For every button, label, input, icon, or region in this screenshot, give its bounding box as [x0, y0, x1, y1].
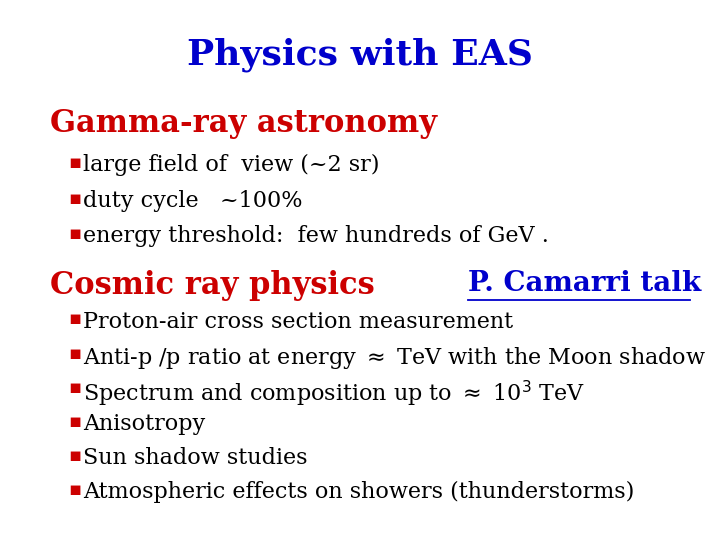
Text: ▪: ▪	[68, 413, 81, 430]
Text: Spectrum and composition up to $\approx$ 10$^3$ TeV: Spectrum and composition up to $\approx$…	[83, 379, 585, 409]
Text: ▪: ▪	[68, 379, 81, 396]
Text: Proton-air cross section measurement: Proton-air cross section measurement	[83, 310, 513, 333]
Text: ▪: ▪	[68, 481, 81, 498]
Text: ▪: ▪	[68, 190, 81, 207]
Text: ▪: ▪	[68, 154, 81, 172]
Text: duty cycle   ~100%: duty cycle ~100%	[83, 190, 302, 212]
Text: Anisotropy: Anisotropy	[83, 413, 205, 435]
Text: Physics with EAS: Physics with EAS	[187, 38, 533, 72]
Text: P. Camarri talk: P. Camarri talk	[468, 270, 701, 297]
Text: ▪: ▪	[68, 447, 81, 464]
Text: ▪: ▪	[68, 225, 81, 243]
Text: ▪: ▪	[68, 345, 81, 362]
Text: ▪: ▪	[68, 310, 81, 328]
Text: Gamma-ray astronomy: Gamma-ray astronomy	[50, 108, 438, 139]
Text: Atmospheric effects on showers (thunderstorms): Atmospheric effects on showers (thunders…	[83, 481, 634, 503]
Text: Sun shadow studies: Sun shadow studies	[83, 447, 307, 469]
Text: Cosmic ray physics: Cosmic ray physics	[50, 270, 375, 301]
Text: energy threshold:  few hundreds of GeV .: energy threshold: few hundreds of GeV .	[83, 225, 549, 247]
Text: Anti-p /p ratio at energy $\approx$ TeV with the Moon shadow: Anti-p /p ratio at energy $\approx$ TeV …	[83, 345, 706, 370]
Text: large field of  view (~2 sr): large field of view (~2 sr)	[83, 154, 379, 176]
